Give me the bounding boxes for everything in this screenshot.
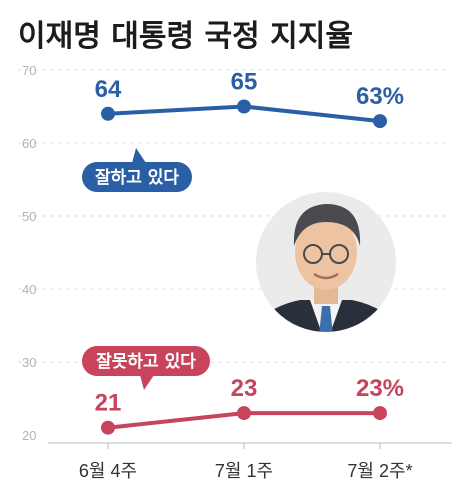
data-label: 21 <box>95 390 122 417</box>
y-axis-ticks: 20 30 40 50 60 70 <box>22 63 36 443</box>
y-tick-label: 50 <box>22 209 36 224</box>
series: 64 65 63% 잘하고 있다 21 23 23% 잘못하고 있다 <box>82 69 404 435</box>
y-tick-label: 20 <box>22 428 36 443</box>
chart-title: 이재명 대통령 국정 지지율 <box>18 19 353 54</box>
grid <box>18 69 450 363</box>
y-tick-label: 40 <box>22 282 36 297</box>
data-point <box>373 406 387 421</box>
data-point <box>373 114 387 129</box>
data-label: 23 <box>231 375 258 402</box>
data-point <box>101 420 115 435</box>
y-tick-label: 30 <box>22 355 36 370</box>
portrait-photo <box>256 192 396 332</box>
y-tick-label: 60 <box>22 136 36 151</box>
data-point <box>237 406 251 421</box>
series-name-label: 잘하고 있다 <box>95 167 179 188</box>
series-name-bubble: 잘못하고 있다 <box>82 346 210 390</box>
x-tick-label: 7월 1주 <box>215 461 273 481</box>
x-axis: 6월 4주 7월 1주 7월 2주* <box>48 442 452 481</box>
x-tick-label: 7월 2주* <box>347 461 412 481</box>
series-approve: 64 65 63% 잘하고 있다 <box>82 69 404 192</box>
data-point <box>237 99 251 114</box>
data-label: 64 <box>95 76 122 103</box>
series-name-label: 잘못하고 있다 <box>96 351 196 372</box>
data-label: 23% <box>356 375 404 402</box>
data-label: 63% <box>356 83 404 110</box>
data-point <box>101 106 115 121</box>
x-tick-label: 6월 4주 <box>79 461 137 481</box>
series-name-bubble: 잘하고 있다 <box>82 148 192 192</box>
y-tick-label: 70 <box>22 63 36 78</box>
data-label: 65 <box>231 69 258 96</box>
series-disapprove: 21 23 23% 잘못하고 있다 <box>82 346 404 435</box>
